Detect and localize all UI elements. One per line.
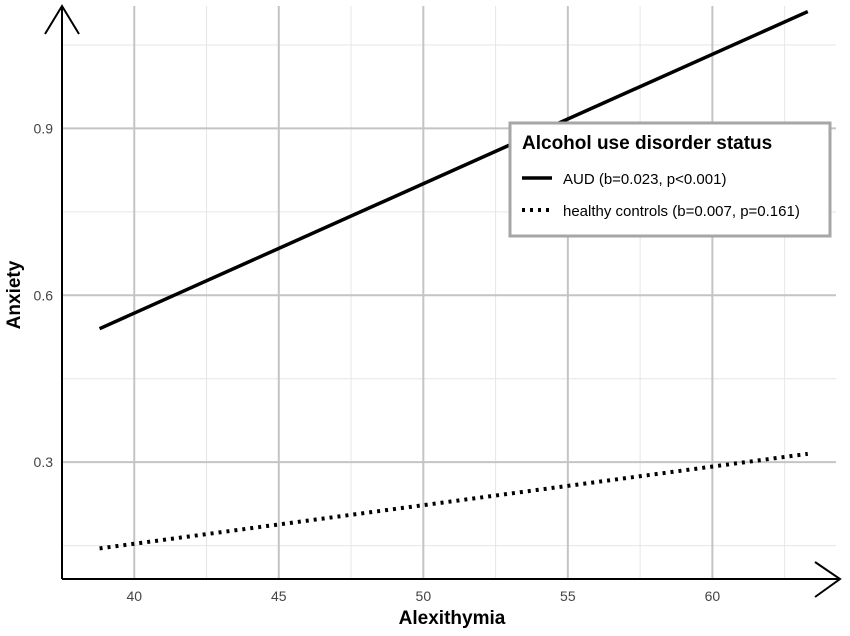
y-axis-arrowhead xyxy=(44,4,80,35)
legend-label-aud: AUD (b=0.023, p<0.001) xyxy=(563,171,726,188)
y-axis-title: Anxiety xyxy=(4,260,25,329)
legend-title: Alcohol use disorder status xyxy=(522,133,772,154)
x-tick-labels: 40 45 50 55 60 xyxy=(126,588,720,604)
series-line-healthy-controls xyxy=(99,451,809,551)
series-line-aud xyxy=(98,9,809,331)
x-tick-label: 60 xyxy=(705,588,721,604)
legend-label-healthy-controls: healthy controls (b=0.007, p=0.161) xyxy=(563,203,800,220)
x-tick-label: 45 xyxy=(271,588,287,604)
y-tick-labels: 0.3 0.6 0.9 xyxy=(34,120,54,470)
legend: Alcohol use disorder status AUD (b=0.023… xyxy=(508,121,832,238)
x-axis-title: Alexithymia xyxy=(399,608,506,629)
x-tick-label: 55 xyxy=(560,588,576,604)
y-tick-label: 0.3 xyxy=(34,454,54,470)
major-gridlines xyxy=(62,6,836,579)
x-axis-arrowhead xyxy=(814,561,842,598)
legend-box xyxy=(508,121,832,238)
x-tick-label: 50 xyxy=(416,588,432,604)
minor-gridlines xyxy=(62,6,836,579)
y-tick-label: 0.6 xyxy=(34,287,54,303)
y-tick-label: 0.9 xyxy=(34,120,54,136)
x-tick-label: 40 xyxy=(126,588,142,604)
plot-series xyxy=(98,9,809,551)
